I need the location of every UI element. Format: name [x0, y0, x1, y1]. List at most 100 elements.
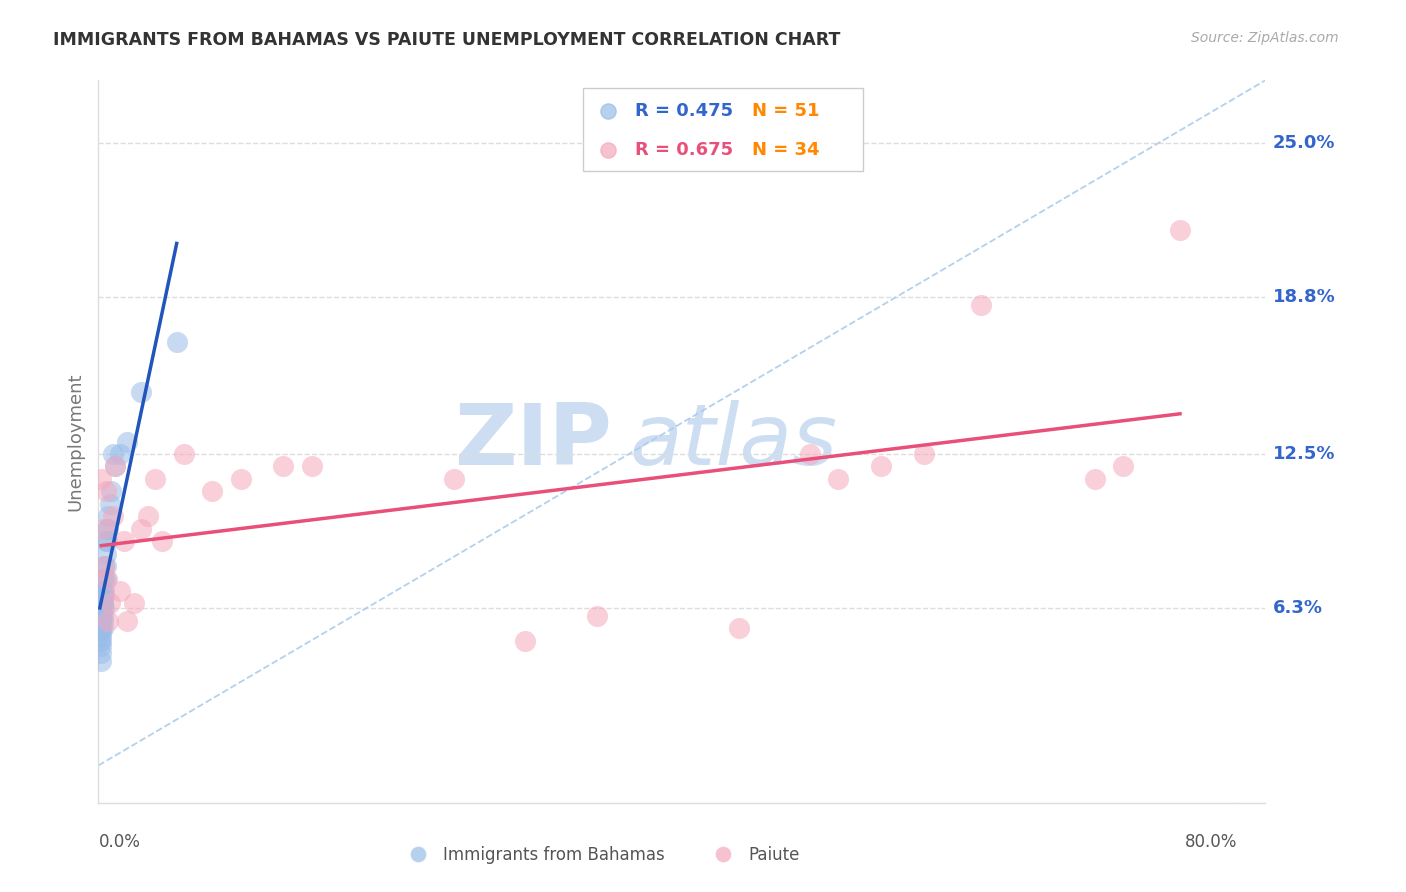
- Point: [912, 447, 935, 461]
- Point: [97, 614, 120, 628]
- Point: [799, 447, 821, 461]
- Point: [90, 472, 112, 486]
- Point: [89, 621, 111, 635]
- Y-axis label: Unemployment: Unemployment: [66, 372, 84, 511]
- Text: Source: ZipAtlas.com: Source: ZipAtlas.com: [1191, 31, 1339, 45]
- Text: 80.0%: 80.0%: [1185, 833, 1237, 851]
- Point: [94, 572, 117, 586]
- FancyBboxPatch shape: [582, 87, 863, 170]
- Text: 25.0%: 25.0%: [1272, 134, 1336, 152]
- Point: [91, 589, 114, 603]
- Point: [98, 597, 121, 611]
- Point: [870, 459, 893, 474]
- Point: [90, 601, 112, 615]
- Point: [143, 472, 166, 486]
- Point: [98, 497, 121, 511]
- Point: [94, 559, 117, 574]
- Legend: Immigrants from Bahamas, Paiute: Immigrants from Bahamas, Paiute: [395, 839, 806, 871]
- Text: 12.5%: 12.5%: [1272, 445, 1336, 463]
- Point: [91, 522, 114, 536]
- Text: R = 0.475: R = 0.475: [636, 102, 734, 120]
- Point: [90, 604, 112, 618]
- Point: [101, 447, 124, 461]
- Point: [89, 601, 111, 615]
- Text: IMMIGRANTS FROM BAHAMAS VS PAIUTE UNEMPLOYMENT CORRELATION CHART: IMMIGRANTS FROM BAHAMAS VS PAIUTE UNEMPL…: [53, 31, 841, 49]
- Point: [90, 629, 112, 643]
- Point: [91, 572, 114, 586]
- Point: [1168, 223, 1191, 237]
- Point: [136, 509, 159, 524]
- Point: [166, 334, 188, 349]
- Point: [104, 459, 127, 474]
- Text: N = 34: N = 34: [752, 141, 820, 159]
- Point: [96, 572, 118, 586]
- Point: [152, 534, 174, 549]
- Point: [229, 472, 252, 486]
- Point: [93, 584, 115, 599]
- Point: [90, 646, 112, 660]
- Point: [1084, 472, 1107, 486]
- Text: N = 51: N = 51: [752, 102, 820, 120]
- Point: [93, 559, 115, 574]
- Point: [101, 509, 124, 524]
- Point: [91, 601, 114, 615]
- Point: [515, 633, 537, 648]
- Text: ZIP: ZIP: [454, 400, 612, 483]
- Text: R = 0.675: R = 0.675: [636, 141, 734, 159]
- Point: [94, 547, 117, 561]
- Point: [108, 447, 131, 461]
- Point: [93, 559, 115, 574]
- Point: [201, 484, 224, 499]
- Point: [301, 459, 323, 474]
- Point: [91, 584, 114, 599]
- Text: 0.0%: 0.0%: [98, 833, 141, 851]
- Point: [90, 654, 112, 668]
- Point: [90, 633, 112, 648]
- Text: 18.8%: 18.8%: [1272, 288, 1336, 306]
- Point: [115, 434, 138, 449]
- Text: 6.3%: 6.3%: [1272, 599, 1323, 617]
- Point: [91, 621, 114, 635]
- Point: [100, 484, 122, 499]
- Point: [970, 297, 993, 311]
- Point: [112, 534, 135, 549]
- Point: [104, 459, 127, 474]
- Point: [90, 601, 112, 615]
- Point: [129, 522, 152, 536]
- Point: [91, 597, 114, 611]
- Point: [97, 509, 120, 524]
- Point: [115, 614, 138, 628]
- Point: [97, 522, 120, 536]
- Point: [94, 484, 117, 499]
- Point: [1112, 459, 1135, 474]
- Point: [89, 609, 111, 624]
- Point: [585, 609, 607, 624]
- Point: [827, 472, 849, 486]
- Point: [122, 597, 145, 611]
- Point: [90, 609, 112, 624]
- Point: [727, 621, 749, 635]
- Point: [90, 639, 112, 653]
- Point: [129, 384, 152, 399]
- Point: [96, 534, 118, 549]
- Point: [91, 597, 114, 611]
- Point: [93, 572, 115, 586]
- Point: [108, 584, 131, 599]
- Point: [93, 589, 115, 603]
- Point: [90, 589, 112, 603]
- Point: [273, 459, 295, 474]
- Point: [173, 447, 195, 461]
- Point: [90, 621, 112, 635]
- Point: [91, 614, 114, 628]
- Point: [90, 597, 112, 611]
- Point: [94, 534, 117, 549]
- Point: [90, 609, 112, 624]
- Point: [90, 614, 112, 628]
- Point: [96, 522, 118, 536]
- Point: [93, 601, 115, 615]
- Point: [90, 614, 112, 628]
- Text: atlas: atlas: [630, 400, 838, 483]
- Point: [90, 624, 112, 638]
- Point: [443, 472, 465, 486]
- Point: [89, 633, 111, 648]
